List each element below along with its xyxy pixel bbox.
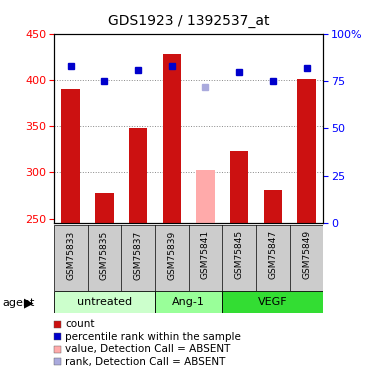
Text: percentile rank within the sample: percentile rank within the sample xyxy=(65,332,241,342)
Text: GSM75839: GSM75839 xyxy=(167,230,176,279)
Text: value, Detection Call = ABSENT: value, Detection Call = ABSENT xyxy=(65,344,231,354)
Text: GSM75847: GSM75847 xyxy=(268,230,277,279)
Bar xyxy=(155,291,223,313)
Text: VEGF: VEGF xyxy=(258,297,288,307)
Text: GSM75845: GSM75845 xyxy=(235,230,244,279)
Text: GSM75837: GSM75837 xyxy=(134,230,142,279)
Text: GSM75841: GSM75841 xyxy=(201,230,210,279)
Bar xyxy=(264,190,282,223)
Text: Ang-1: Ang-1 xyxy=(172,297,205,307)
Bar xyxy=(62,89,80,223)
Bar xyxy=(162,54,181,223)
Bar xyxy=(297,79,316,223)
Bar xyxy=(230,151,248,223)
Bar xyxy=(95,193,114,223)
Text: ▶: ▶ xyxy=(24,297,34,309)
Text: GSM75835: GSM75835 xyxy=(100,230,109,279)
Bar xyxy=(196,171,215,223)
Text: GSM75833: GSM75833 xyxy=(66,230,75,279)
Text: agent: agent xyxy=(2,298,34,308)
Text: GDS1923 / 1392537_at: GDS1923 / 1392537_at xyxy=(108,14,270,28)
Text: count: count xyxy=(65,320,95,329)
Text: untreated: untreated xyxy=(77,297,132,307)
Text: rank, Detection Call = ABSENT: rank, Detection Call = ABSENT xyxy=(65,357,226,366)
Text: GSM75849: GSM75849 xyxy=(302,230,311,279)
Bar xyxy=(129,128,147,223)
Bar xyxy=(54,291,155,313)
Bar xyxy=(223,291,323,313)
